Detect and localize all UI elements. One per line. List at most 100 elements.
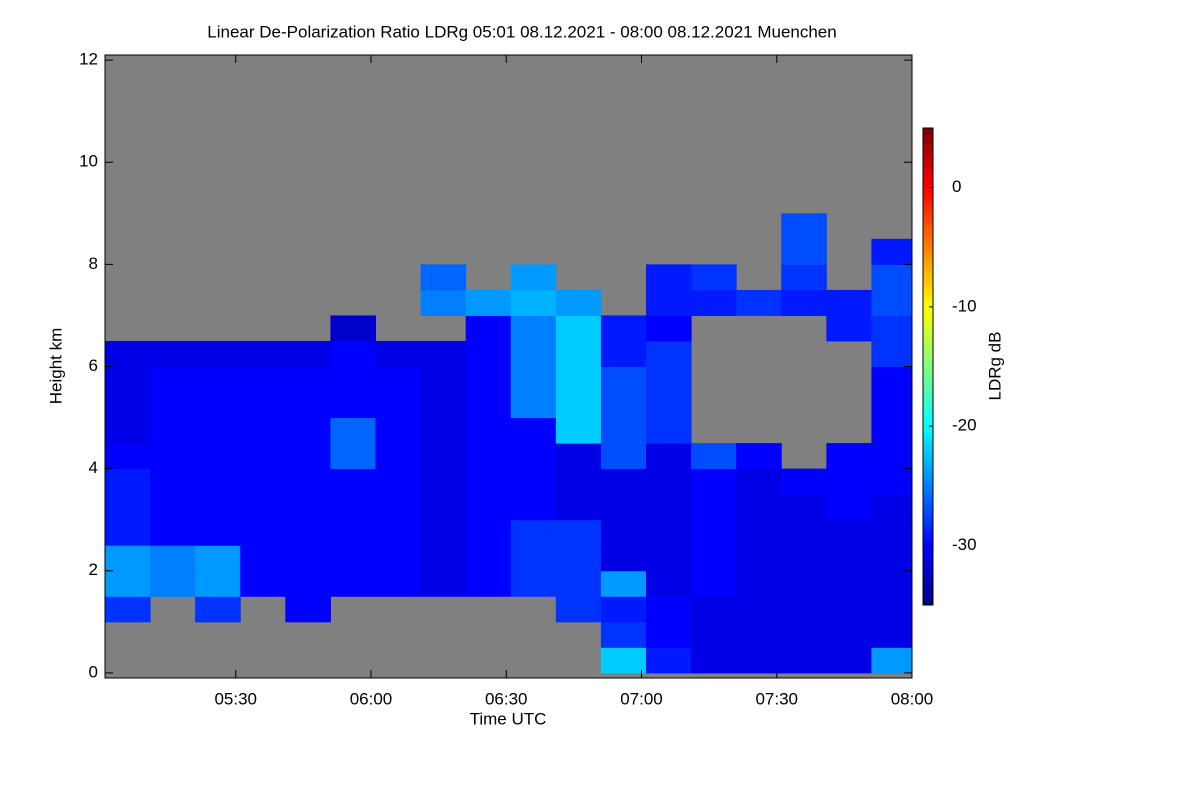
colorbar-step [923, 539, 933, 546]
colorbar-step [923, 217, 933, 224]
heatmap-cell [375, 443, 422, 470]
colorbar-step [923, 509, 933, 517]
colorbar-step [923, 360, 933, 367]
heatmap-cell [240, 340, 286, 367]
x-tick-label: 07:30 [755, 689, 798, 708]
heatmap-cell [871, 494, 913, 521]
heatmap-cell [195, 596, 241, 623]
y-tick-label: 0 [89, 662, 98, 681]
heatmap-cell [285, 468, 331, 495]
x-tick-label: 08:00 [891, 689, 934, 708]
heatmap-cell [826, 468, 872, 495]
heatmap-cell [330, 570, 377, 597]
heatmap-cell [826, 545, 872, 572]
heatmap-cell [691, 570, 737, 597]
heatmap-cell [105, 494, 151, 521]
heatmap-cell [150, 443, 196, 470]
colorbar-step [923, 312, 933, 320]
heatmap-cell [330, 545, 377, 572]
heatmap-cell [375, 366, 422, 393]
colorbar-step [923, 581, 933, 588]
heatmap-cell [555, 596, 602, 623]
y-tick-label: 4 [89, 458, 98, 477]
heatmap-cell [465, 289, 512, 316]
heatmap-cell [195, 392, 241, 419]
colorbar-step [923, 366, 933, 373]
heatmap-cell [871, 315, 913, 342]
heatmap-cell [826, 621, 872, 648]
x-tick-label: 05:30 [214, 689, 257, 708]
heatmap-cell [105, 366, 151, 393]
heatmap-cell [555, 545, 602, 572]
colorbar-step [923, 444, 933, 451]
colorbar-step [923, 253, 933, 260]
heatmap-cell [285, 519, 331, 546]
heatmap-cell [600, 417, 647, 444]
colorbar-step [923, 342, 933, 350]
heatmap-cell [871, 417, 913, 444]
colorbar-step [923, 497, 933, 505]
colorbar-step [923, 432, 933, 439]
heatmap-cell [285, 443, 331, 470]
heatmap-cell [330, 494, 377, 521]
colorbar-step [923, 491, 933, 499]
heatmap-cell [285, 545, 331, 572]
colorbar-step [923, 533, 933, 540]
heatmap-cell [691, 264, 737, 291]
heatmap-cell [105, 596, 151, 623]
heatmap-cell [420, 443, 467, 470]
heatmap-cell [871, 570, 913, 597]
colorbar-step [923, 157, 933, 165]
heatmap-cell [600, 392, 647, 419]
colorbar-tick-label: -20 [952, 416, 977, 435]
colorbar-step [923, 211, 933, 218]
y-tick-label: 12 [79, 50, 98, 69]
heatmap-cell [781, 545, 827, 572]
heatmap-cell [646, 315, 692, 342]
colorbar-step [923, 390, 933, 397]
heatmap-cell [646, 596, 692, 623]
colorbar-step [923, 288, 933, 296]
heatmap-cell [871, 468, 913, 495]
colorbar-step [923, 449, 933, 457]
colorbar-step [923, 557, 933, 564]
heatmap-cell [555, 417, 602, 444]
heatmap-cell [150, 494, 196, 521]
colorbar-step [923, 384, 933, 391]
colorbar-step [923, 408, 933, 415]
heatmap-cell [465, 366, 512, 393]
heatmap-cell [510, 494, 557, 521]
colorbar-step [923, 330, 933, 338]
colorbar-step [923, 593, 933, 600]
heatmap-cell [691, 519, 737, 546]
colorbar-step [923, 205, 933, 212]
heatmap-cell [510, 392, 557, 419]
heatmap-cell [871, 443, 913, 470]
heatmap-cell [871, 289, 913, 316]
colorbar-step [923, 169, 933, 177]
x-tick-label: 07:00 [620, 689, 663, 708]
heatmap-cell [150, 417, 196, 444]
heatmap-cell [736, 443, 782, 470]
heatmap-cell [691, 443, 737, 470]
heatmap-cell [600, 366, 647, 393]
heatmap-cell [646, 392, 692, 419]
heatmap-cell [105, 570, 151, 597]
heatmap-cell [781, 264, 827, 291]
heatmap-cell [871, 596, 913, 623]
heatmap-cell [420, 545, 467, 572]
heatmap-cell [240, 519, 286, 546]
heatmap-cell [600, 494, 647, 521]
colorbar-step [923, 247, 933, 254]
heatmap-cell [150, 366, 196, 393]
heatmap-cell [646, 289, 692, 316]
heatmap-cell [375, 417, 422, 444]
heatmap-cell [195, 340, 241, 367]
heatmap-cell [420, 417, 467, 444]
heatmap-cell [285, 366, 331, 393]
colorbar-step [923, 438, 933, 445]
colorbar-step [923, 259, 933, 266]
colorbar-step [923, 467, 933, 475]
heatmap-cell [510, 468, 557, 495]
heatmap-cell [691, 545, 737, 572]
